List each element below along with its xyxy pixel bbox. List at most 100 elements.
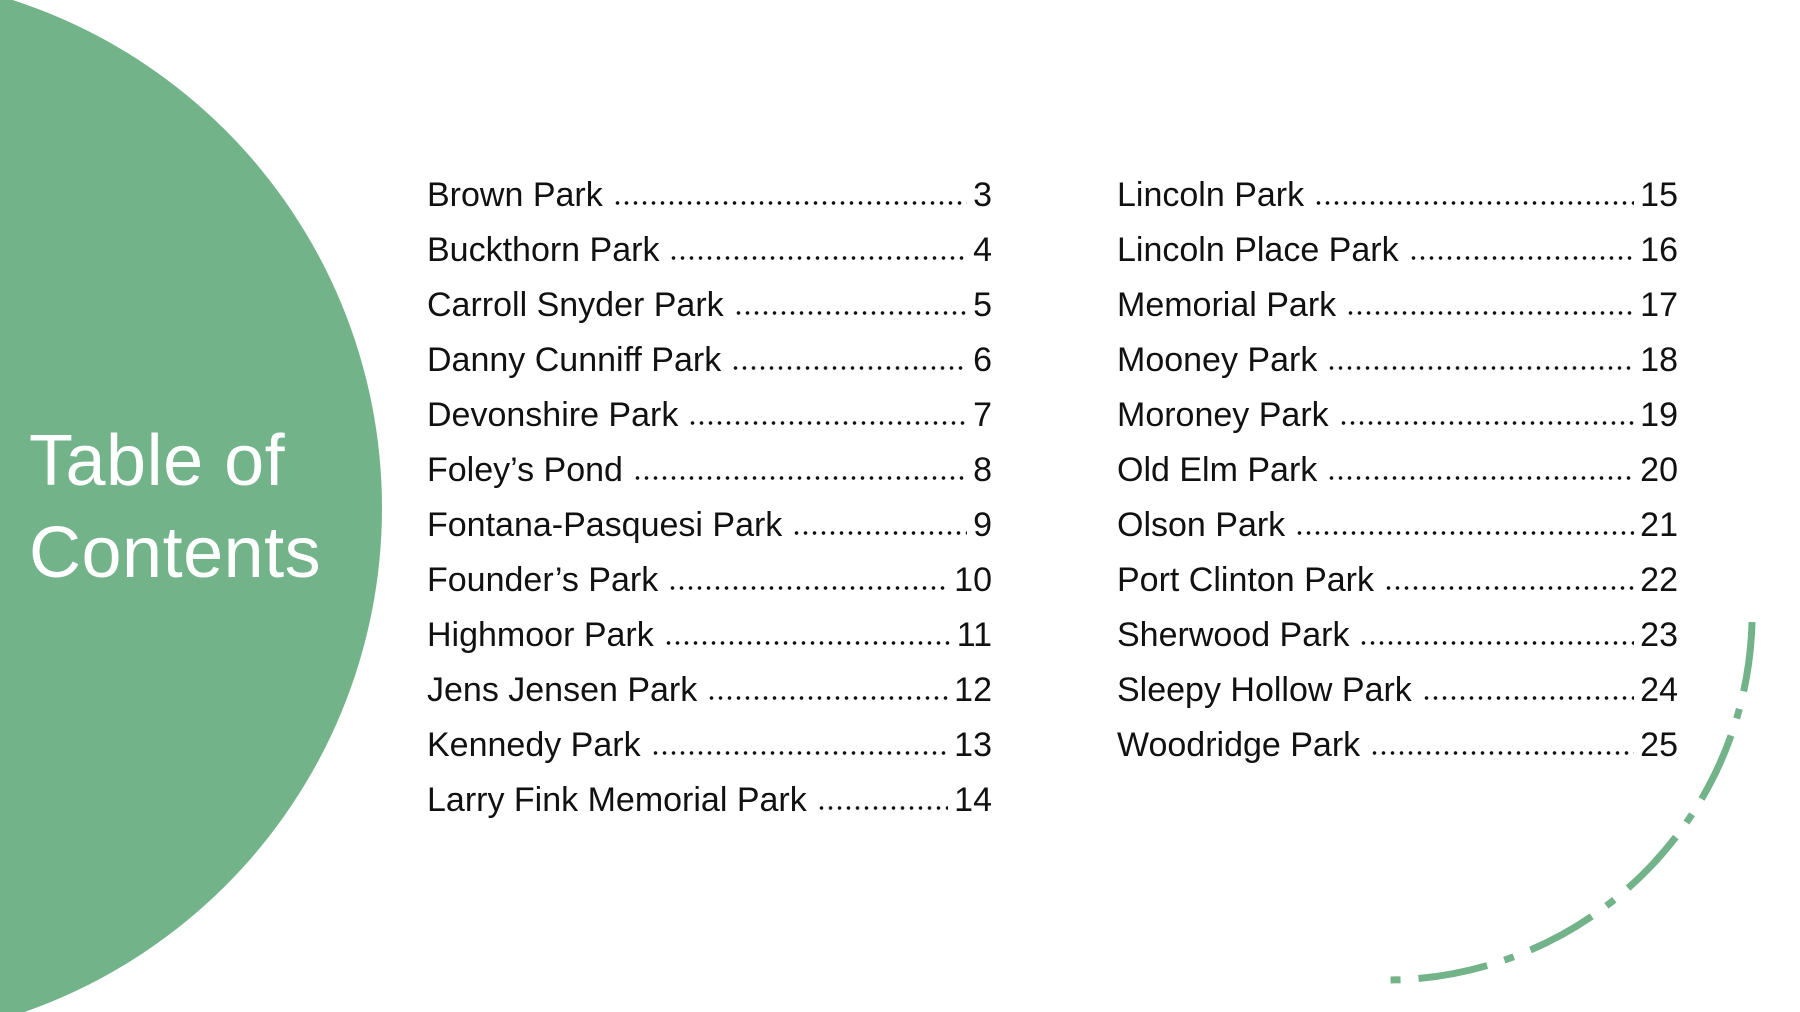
toc-entry[interactable]: Olson Park 21 xyxy=(1117,506,1678,561)
decorative-dashed-arc xyxy=(1379,621,1756,984)
toc-entry[interactable]: Kennedy Park 13 xyxy=(427,726,992,781)
toc-entry-page: 19 xyxy=(1640,396,1678,434)
toc-entry[interactable]: Mooney Park 18 xyxy=(1117,341,1678,396)
dot-leader xyxy=(792,530,968,536)
toc-entry-name: Larry Fink Memorial Park xyxy=(427,781,807,819)
toc-entry-page: 12 xyxy=(954,671,992,709)
dot-leader xyxy=(663,640,951,646)
toc-entry-name: Sleepy Hollow Park xyxy=(1117,671,1412,709)
toc-entry[interactable]: Danny Cunniff Park 6 xyxy=(427,341,992,396)
toc-entry[interactable]: Sleepy Hollow Park 24 xyxy=(1117,671,1678,726)
toc-entry[interactable]: Sherwood Park 23 xyxy=(1117,616,1678,671)
dot-leader xyxy=(1338,420,1635,426)
toc-entry-name: Woodridge Park xyxy=(1117,726,1361,764)
toc-entry-name: Old Elm Park xyxy=(1117,451,1318,489)
toc-entry-page: 24 xyxy=(1640,671,1678,709)
toc-entry-page: 4 xyxy=(973,231,992,269)
toc-entry[interactable]: Founder’s Park 10 xyxy=(427,561,992,616)
dot-leader xyxy=(668,585,949,591)
dot-leader xyxy=(688,420,968,426)
toc-entry[interactable]: Fontana-Pasquesi Park 9 xyxy=(427,506,992,561)
toc-entry[interactable]: Moroney Park 19 xyxy=(1117,396,1678,451)
toc-entry-page: 8 xyxy=(973,451,992,489)
dot-leader xyxy=(1295,530,1635,536)
page-title: Table of Contents xyxy=(29,415,321,599)
toc-entry-page: 17 xyxy=(1640,286,1678,324)
toc-entry-page: 3 xyxy=(973,176,992,214)
dot-leader xyxy=(816,805,949,811)
toc-entry-name: Sherwood Park xyxy=(1117,616,1350,654)
toc-entry[interactable]: Brown Park 3 xyxy=(427,176,992,231)
toc-entry[interactable]: Woodridge Park 25 xyxy=(1117,726,1678,781)
dot-leader xyxy=(1421,695,1635,701)
toc-entry[interactable]: Jens Jensen Park 12 xyxy=(427,671,992,726)
toc-entry-page: 21 xyxy=(1640,506,1678,544)
toc-entry-name: Fontana-Pasquesi Park xyxy=(427,506,783,544)
toc-entry-name: Jens Jensen Park xyxy=(427,671,698,709)
toc-entry[interactable]: Old Elm Park 20 xyxy=(1117,451,1678,506)
title-line-2: Contents xyxy=(29,513,322,593)
dot-leader xyxy=(1384,585,1635,591)
toc-entry-page: 23 xyxy=(1640,616,1678,654)
toc-entry-page: 22 xyxy=(1640,561,1678,599)
dot-leader xyxy=(1346,310,1635,316)
toc-entry[interactable]: Lincoln Place Park 16 xyxy=(1117,231,1678,286)
toc-entry-page: 6 xyxy=(973,341,992,379)
dot-leader xyxy=(1408,255,1635,261)
toc-entry-page: 15 xyxy=(1640,176,1678,214)
dot-leader xyxy=(669,255,968,261)
toc-entry[interactable]: Devonshire Park 7 xyxy=(427,396,992,451)
toc-entry-name: Buckthorn Park xyxy=(427,231,660,269)
toc-entry-name: Lincoln Park xyxy=(1117,176,1305,214)
toc-entry-page: 13 xyxy=(954,726,992,764)
title-line-1: Table of xyxy=(29,421,286,501)
toc-entry-name: Memorial Park xyxy=(1117,286,1337,324)
dot-leader xyxy=(1327,365,1635,371)
toc-entry-page: 18 xyxy=(1640,341,1678,379)
toc-entry-name: Moroney Park xyxy=(1117,396,1329,434)
toc-entry-page: 14 xyxy=(954,781,992,819)
toc-entry[interactable]: Port Clinton Park 22 xyxy=(1117,561,1678,616)
toc-column-left: Brown Park 3 Buckthorn Park 4 Carroll Snyder… xyxy=(427,176,992,836)
toc-entry-page: 25 xyxy=(1640,726,1678,764)
toc-column-right: Lincoln Park 15 Lincoln Place Park 16 Memori… xyxy=(1117,176,1678,781)
dot-leader xyxy=(612,200,968,206)
toc-entry[interactable]: Larry Fink Memorial Park 14 xyxy=(427,781,992,836)
toc-entry-page: 20 xyxy=(1640,451,1678,489)
dot-leader xyxy=(1314,200,1635,206)
toc-entry[interactable]: Memorial Park 17 xyxy=(1117,286,1678,341)
decorative-green-circle xyxy=(0,0,382,1012)
toc-entry-name: Kennedy Park xyxy=(427,726,641,764)
toc-entry-name: Devonshire Park xyxy=(427,396,679,434)
toc-entry-name: Port Clinton Park xyxy=(1117,561,1374,599)
toc-entry-name: Brown Park xyxy=(427,176,603,214)
toc-entry-name: Olson Park xyxy=(1117,506,1286,544)
toc-entry-name: Mooney Park xyxy=(1117,341,1318,379)
toc-entry-name: Highmoor Park xyxy=(427,616,654,654)
toc-entry[interactable]: Foley’s Pond 8 xyxy=(427,451,992,506)
toc-entry[interactable]: Buckthorn Park 4 xyxy=(427,231,992,286)
dot-leader xyxy=(733,310,968,316)
toc-entry-name: Carroll Snyder Park xyxy=(427,286,724,324)
toc-entry-name: Danny Cunniff Park xyxy=(427,341,722,379)
toc-entry-page: 16 xyxy=(1640,231,1678,269)
dot-leader xyxy=(1370,750,1635,756)
dot-leader xyxy=(707,695,949,701)
toc-entry[interactable]: Lincoln Park 15 xyxy=(1117,176,1678,231)
dot-leader xyxy=(650,750,949,756)
toc-entry[interactable]: Highmoor Park 11 xyxy=(427,616,992,671)
toc-entry-name: Foley’s Pond xyxy=(427,451,623,489)
toc-entry-name: Founder’s Park xyxy=(427,561,659,599)
toc-entry-page: 5 xyxy=(973,286,992,324)
dot-leader xyxy=(1359,640,1635,646)
toc-entry-page: 11 xyxy=(956,616,992,654)
toc-entry-page: 7 xyxy=(973,396,992,434)
toc-entry-page: 10 xyxy=(954,561,992,599)
toc-entry-name: Lincoln Place Park xyxy=(1117,231,1399,269)
toc-entry[interactable]: Carroll Snyder Park 5 xyxy=(427,286,992,341)
dot-leader xyxy=(731,365,968,371)
toc-entry-page: 9 xyxy=(973,506,992,544)
dot-leader xyxy=(1327,475,1635,481)
dot-leader xyxy=(632,475,968,481)
